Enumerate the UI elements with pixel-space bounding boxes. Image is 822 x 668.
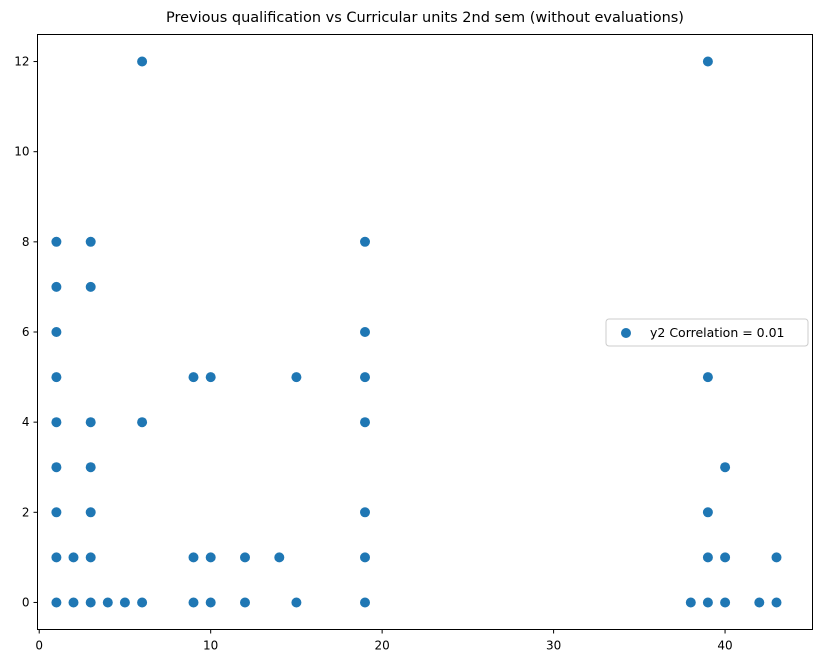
data-point bbox=[68, 597, 79, 608]
plot-points bbox=[51, 56, 782, 608]
data-point bbox=[240, 552, 250, 563]
data-point bbox=[291, 372, 302, 383]
data-point bbox=[360, 327, 370, 337]
data-point bbox=[360, 552, 370, 563]
data-point bbox=[360, 372, 370, 383]
data-point bbox=[137, 417, 148, 428]
y-tick-label: 6 bbox=[22, 325, 30, 339]
data-point bbox=[188, 597, 199, 608]
data-point bbox=[51, 462, 62, 473]
legend-marker bbox=[621, 328, 631, 338]
y-tick-label: 2 bbox=[22, 505, 30, 519]
data-point bbox=[51, 236, 62, 247]
data-point bbox=[137, 56, 148, 67]
data-point bbox=[51, 507, 62, 518]
legend-label: y2 Correlation = 0.01 bbox=[650, 325, 785, 340]
x-tick-label: 0 bbox=[35, 639, 43, 653]
data-point bbox=[205, 597, 216, 608]
x-tick-label: 20 bbox=[374, 639, 389, 653]
data-point bbox=[51, 597, 62, 608]
x-tick-label: 10 bbox=[203, 639, 218, 653]
data-point bbox=[102, 597, 113, 608]
data-point bbox=[85, 507, 96, 518]
data-point bbox=[771, 597, 782, 608]
x-axis: 0 10 20 30 40 bbox=[35, 629, 733, 653]
data-point bbox=[51, 552, 62, 563]
data-point bbox=[85, 597, 96, 608]
data-point bbox=[702, 56, 713, 67]
data-point bbox=[68, 552, 79, 563]
data-point bbox=[360, 507, 370, 518]
data-point bbox=[51, 327, 62, 337]
data-point bbox=[685, 597, 696, 608]
data-point bbox=[85, 462, 96, 473]
y-tick-label: 4 bbox=[22, 415, 30, 429]
data-point bbox=[720, 462, 731, 473]
data-point bbox=[720, 597, 731, 608]
y-tick-label: 8 bbox=[22, 235, 30, 249]
data-point bbox=[85, 552, 96, 563]
data-point bbox=[702, 597, 713, 608]
data-point bbox=[274, 552, 285, 563]
data-point bbox=[51, 417, 62, 428]
x-tick-label: 30 bbox=[546, 639, 561, 653]
data-point bbox=[85, 281, 96, 292]
y-tick-label: 0 bbox=[22, 595, 30, 609]
data-point bbox=[702, 552, 713, 563]
data-point bbox=[205, 372, 216, 383]
y-tick-label: 10 bbox=[14, 145, 29, 159]
data-point bbox=[240, 597, 250, 608]
data-point bbox=[85, 417, 96, 428]
legend: y2 Correlation = 0.01 bbox=[605, 318, 809, 347]
data-point bbox=[51, 281, 62, 292]
data-point bbox=[702, 372, 713, 383]
legend-frame bbox=[605, 318, 809, 347]
data-point bbox=[291, 597, 302, 608]
data-point bbox=[51, 372, 62, 383]
data-point bbox=[205, 552, 216, 563]
chart-title: Previous qualification vs Curricular uni… bbox=[166, 10, 684, 26]
data-point bbox=[360, 236, 370, 247]
y-tick-label: 12 bbox=[14, 55, 29, 69]
data-point bbox=[360, 417, 370, 428]
data-point bbox=[119, 597, 130, 608]
data-point bbox=[360, 597, 370, 608]
data-point bbox=[771, 552, 782, 563]
data-point bbox=[188, 552, 199, 563]
x-tick-label: 40 bbox=[717, 639, 732, 653]
data-point bbox=[137, 597, 148, 608]
data-point bbox=[702, 507, 713, 518]
data-point bbox=[188, 372, 199, 383]
data-point bbox=[85, 236, 96, 247]
data-point bbox=[754, 597, 765, 608]
y-axis: 0 2 4 6 8 10 12 bbox=[14, 55, 38, 609]
data-point bbox=[720, 552, 731, 563]
